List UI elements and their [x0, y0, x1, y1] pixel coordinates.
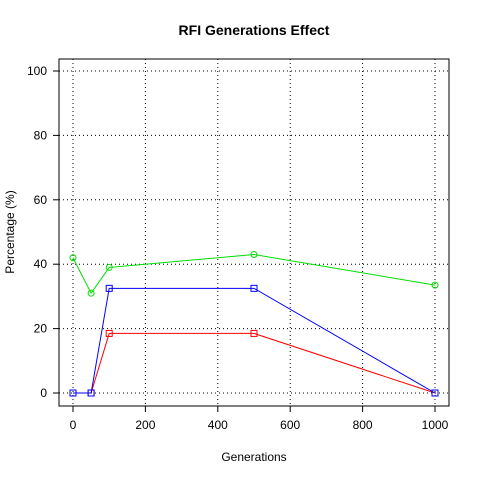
data-point: [69, 389, 77, 397]
data-point: [431, 389, 439, 397]
x-axis-label: Generations: [221, 450, 286, 464]
x-tick-label: 800: [353, 418, 373, 432]
chart-title: RFI Generations Effect: [179, 22, 330, 38]
y-axis: 0 20 40 60 80 100: [27, 64, 59, 400]
data-point: [105, 284, 113, 292]
series-0: [69, 251, 439, 297]
y-tick-label: 100: [27, 64, 47, 78]
series-line: [73, 287, 436, 394]
data-point: [105, 263, 113, 271]
data-point: [105, 329, 113, 337]
x-tick-label: 200: [135, 418, 155, 432]
plot-frame: [58, 58, 450, 407]
series-layer: [69, 251, 439, 397]
y-tick-label: 60: [34, 193, 48, 207]
x-tick-label: 0: [70, 418, 77, 432]
data-point: [87, 389, 95, 397]
x-tick-label: 600: [280, 418, 300, 432]
x-tick-label: 400: [208, 418, 228, 432]
y-axis-label: Percentage (%): [3, 190, 17, 273]
y-tick-label: 0: [40, 386, 47, 400]
data-point: [87, 289, 95, 297]
series-line: [73, 332, 436, 394]
y-tick-label: 80: [34, 128, 48, 142]
y-tick-label: 40: [34, 257, 48, 271]
data-point: [69, 254, 77, 262]
x-axis: 0 200 400 600 800 1000: [70, 406, 449, 432]
data-point: [250, 251, 258, 259]
data-point: [431, 281, 439, 289]
data-point: [250, 284, 258, 292]
data-point: [250, 329, 258, 337]
x-tick-label: 1000: [422, 418, 449, 432]
y-tick-label: 20: [34, 322, 48, 336]
series-line: [72, 254, 436, 295]
grid: [59, 59, 449, 406]
series-1: [69, 284, 439, 397]
